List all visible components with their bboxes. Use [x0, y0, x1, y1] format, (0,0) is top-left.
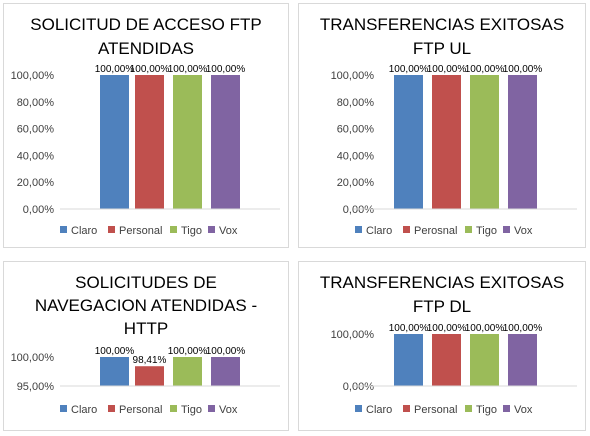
legend-label: Vox	[514, 404, 533, 416]
bar-vox	[211, 75, 240, 209]
legend-label: Vox	[219, 404, 238, 416]
legend-label: Tigo	[181, 404, 202, 416]
y-tick-label: 100,00%	[11, 70, 55, 82]
legend-label: Claro	[366, 225, 392, 237]
legend-swatch	[503, 226, 510, 233]
data-label: 100,00%	[389, 323, 429, 334]
chart-panel-ftp-dl: TRANSFERENCIAS EXITOSAS FTP DL 100,00% 0,00…	[298, 261, 586, 431]
data-label: 100,00%	[503, 323, 543, 334]
bar-vox	[508, 334, 537, 386]
legend-label: Vox	[514, 225, 533, 237]
y-tick-label: 0,00%	[23, 204, 54, 216]
chart-title-line: FTP UL	[413, 39, 471, 58]
legend-label: Claro	[71, 225, 97, 237]
data-label: 100,00%	[465, 64, 505, 75]
bar-perosnal	[432, 75, 461, 209]
legend-label: Claro	[366, 404, 392, 416]
bar-tigo	[470, 75, 499, 209]
data-label: 100,00%	[130, 64, 170, 75]
legend-swatch	[208, 405, 215, 412]
legend-label: Perosnal	[414, 225, 457, 237]
bar-tigo	[470, 334, 499, 386]
chart-svg: TRANSFERENCIAS EXITOSAS FTP DL 100,00% 0,00…	[320, 273, 577, 416]
bar-tigo	[173, 357, 202, 386]
y-tick-label: 20,00%	[337, 177, 375, 189]
legend-swatch	[208, 226, 215, 233]
data-label: 100,00%	[168, 64, 208, 75]
bar-claro	[100, 75, 129, 209]
legend-label: Personal	[119, 225, 162, 237]
y-tick-label: 100,00%	[11, 352, 55, 364]
legend-swatch	[355, 226, 362, 233]
legend-label: Personal	[414, 404, 457, 416]
legend-swatch	[465, 226, 472, 233]
chart-title-line: NAVEGACION ATENDIDAS -	[35, 296, 257, 315]
chart-title-line: ATENDIDAS	[98, 39, 194, 58]
legend-swatch	[503, 405, 510, 412]
y-tick-label: 20,00%	[17, 177, 55, 189]
legend-swatch	[108, 226, 115, 233]
chart-title-line: TRANSFERENCIAS EXITOSAS	[320, 273, 564, 292]
legend-label: Tigo	[476, 404, 497, 416]
legend-swatch	[355, 405, 362, 412]
bar-personal	[135, 366, 164, 386]
legend-swatch	[60, 405, 67, 412]
legend-swatch	[108, 405, 115, 412]
y-tick-label: 40,00%	[337, 150, 375, 162]
bar-personal	[135, 75, 164, 209]
chart-panel-ftp-ul: TRANSFERENCIAS EXITOSAS FTP UL 100,00% 80,0…	[298, 3, 586, 248]
legend-label: Tigo	[476, 225, 497, 237]
data-label: 100,00%	[95, 346, 135, 357]
data-label: 100,00%	[503, 64, 543, 75]
legend-swatch	[403, 226, 410, 233]
legend-label: Claro	[71, 404, 97, 416]
y-tick-label: 0,00%	[343, 381, 374, 393]
legend-label: Tigo	[181, 225, 202, 237]
legend-swatch	[170, 226, 177, 233]
bar-tigo	[173, 75, 202, 209]
legend-label: Personal	[119, 404, 162, 416]
chart-title-line: HTTP	[124, 319, 168, 338]
chart-title-line: FTP DL	[413, 297, 471, 316]
bar-claro	[394, 75, 423, 209]
legend-swatch	[170, 405, 177, 412]
legend-swatch	[465, 405, 472, 412]
y-tick-label: 100,00%	[331, 70, 375, 82]
chart-title-line: SOLICITUD DE ACCESO FTP	[30, 15, 261, 34]
chart-svg: SOLICITUD DE ACCESO FTP ATENDIDAS 100,00% 8…	[11, 15, 280, 237]
y-tick-label: 100,00%	[331, 329, 375, 341]
data-label: 100,00%	[206, 346, 246, 357]
legend-swatch	[60, 226, 67, 233]
bar-claro	[100, 357, 129, 386]
legend-label: Vox	[219, 225, 238, 237]
data-label: 100,00%	[168, 346, 208, 357]
y-tick-label: 80,00%	[17, 97, 55, 109]
data-label: 100,00%	[465, 323, 505, 334]
y-tick-label: 40,00%	[17, 150, 55, 162]
chart-panel-http: SOLICITUDES DE NAVEGACION ATENDIDAS - HTTP…	[3, 261, 289, 431]
data-label: 100,00%	[427, 64, 467, 75]
chart-svg: SOLICITUDES DE NAVEGACION ATENDIDAS - HTTP…	[11, 273, 280, 416]
bar-claro	[394, 334, 423, 386]
bar-personal	[432, 334, 461, 386]
bar-vox	[211, 357, 240, 386]
data-label: 100,00%	[95, 64, 135, 75]
chart-title-line: TRANSFERENCIAS EXITOSAS	[320, 15, 564, 34]
bar-vox	[508, 75, 537, 209]
y-tick-label: 0,00%	[343, 204, 374, 216]
legend-swatch	[403, 405, 410, 412]
chart-title-line: SOLICITUDES DE	[75, 273, 217, 292]
y-tick-label: 60,00%	[337, 124, 375, 136]
y-tick-label: 80,00%	[337, 97, 375, 109]
chart-svg: TRANSFERENCIAS EXITOSAS FTP UL 100,00% 80,0…	[320, 15, 577, 237]
data-label: 100,00%	[389, 64, 429, 75]
data-label: 100,00%	[427, 323, 467, 334]
chart-panel-ftp-access: SOLICITUD DE ACCESO FTP ATENDIDAS 100,00% 8…	[3, 3, 289, 248]
data-label: 100,00%	[206, 64, 246, 75]
y-tick-label: 60,00%	[17, 124, 55, 136]
y-tick-label: 95,00%	[17, 381, 55, 393]
data-label: 98,41%	[133, 355, 167, 366]
